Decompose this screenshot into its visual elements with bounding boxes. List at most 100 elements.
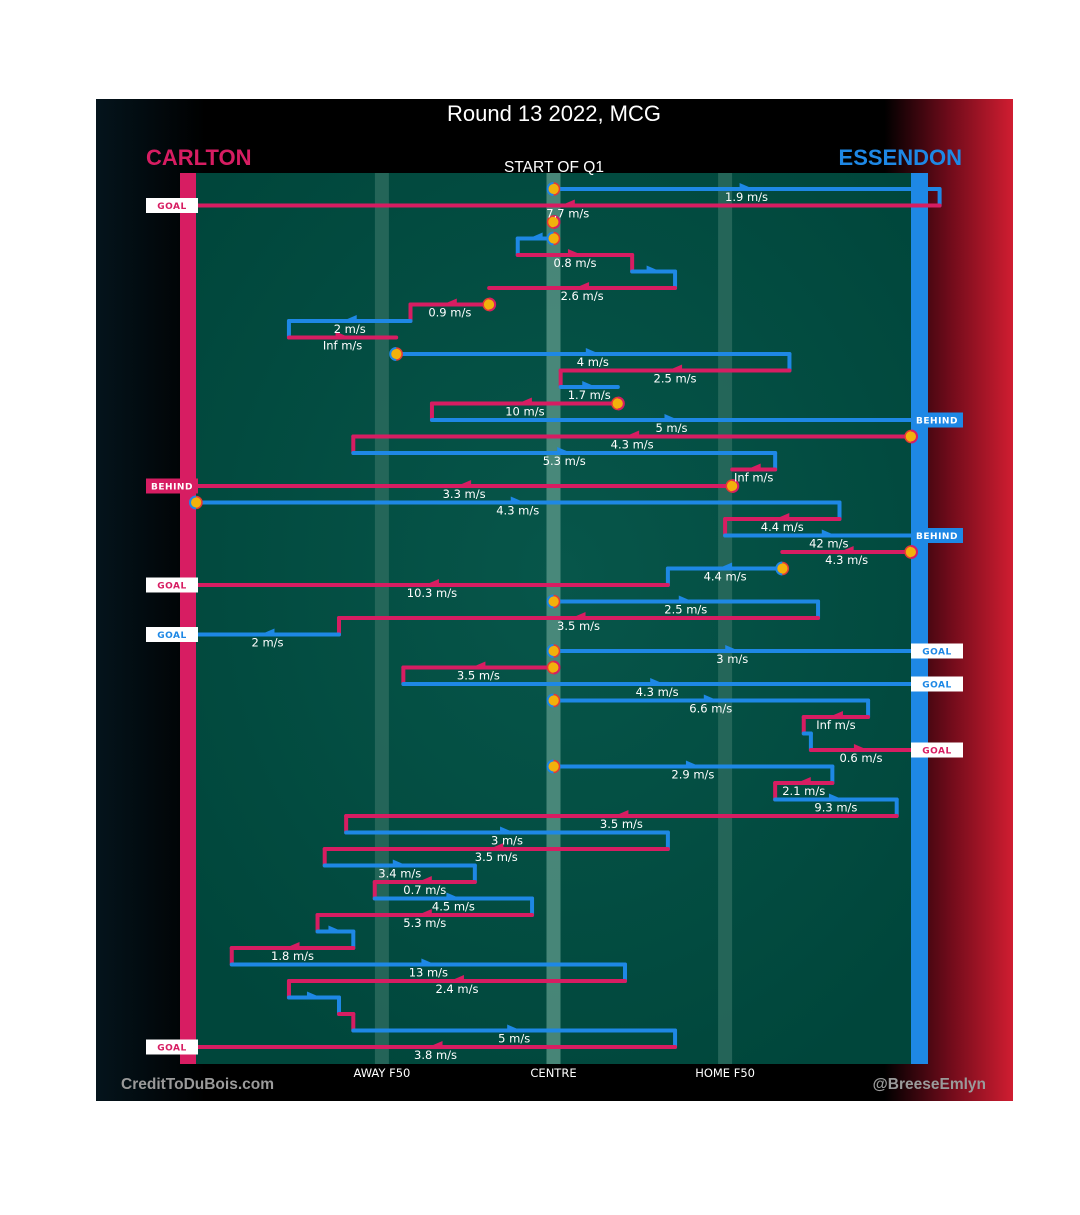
- ball-marker: [482, 297, 497, 312]
- speed-label: 5 m/s: [655, 421, 687, 435]
- speed-label: 2 m/s: [334, 322, 366, 336]
- chain-segment: [315, 909, 535, 917]
- speed-label: 4 m/s: [577, 355, 609, 369]
- ball-marker: [546, 693, 561, 708]
- speed-label: 2.5 m/s: [654, 372, 697, 386]
- ball-marker: [189, 495, 203, 510]
- chain-segment: [401, 661, 556, 670]
- chain-segment: [730, 463, 778, 472]
- chain-segment: [780, 546, 913, 554]
- svg-text:GOAL: GOAL: [922, 681, 952, 691]
- left-team-name: CARLTON: [146, 145, 252, 170]
- x-axis-label: AWAY F50: [353, 1066, 410, 1080]
- speed-label: 5.3 m/s: [543, 454, 586, 468]
- chain-segment: [773, 793, 899, 802]
- speed-label: 10.3 m/s: [407, 586, 457, 600]
- chain-segment: [372, 876, 477, 884]
- ball-marker: [904, 429, 918, 444]
- ball-marker: [546, 594, 561, 609]
- speed-label: 3.5 m/s: [475, 850, 518, 864]
- svg-text:GOAL: GOAL: [922, 648, 952, 658]
- chain-segment: [351, 1024, 678, 1033]
- speed-label: 4.3 m/s: [636, 685, 679, 699]
- outcome-badges: GOAL BEHIND BEHIND BEHIND GOAL GOAL GOAL GOAL GO…: [146, 198, 963, 1055]
- chain-segment: [286, 975, 627, 983]
- chain-segment: [322, 859, 477, 868]
- speed-label: 4.5 m/s: [432, 900, 475, 914]
- credit-right: @BreeseEmlyn: [873, 1076, 986, 1093]
- speed-label: 2 m/s: [251, 636, 283, 650]
- chain-segment: [322, 843, 670, 851]
- chain-segment: [194, 579, 670, 587]
- right-goal-bar: [911, 173, 928, 1064]
- chain-segment: [551, 183, 942, 191]
- chain-segment: [723, 513, 842, 521]
- outcome-badge: GOAL: [146, 198, 198, 213]
- speed-label: 1.7 m/s: [568, 388, 611, 402]
- outcome-badge: GOAL: [911, 742, 963, 758]
- speed-label: 3 m/s: [491, 834, 523, 848]
- credit-left: CreditToDuBois.com: [121, 1076, 274, 1093]
- chain-segment: [801, 711, 871, 719]
- chain-segment: [229, 958, 627, 967]
- speed-label: Inf m/s: [734, 471, 773, 485]
- speed-label: 3.8 m/s: [414, 1048, 457, 1062]
- x-axis-labels: AWAY F50 CENTRE HOME F50: [353, 1066, 755, 1080]
- chain-segment: [487, 282, 678, 290]
- outcome-badge: GOAL: [146, 577, 198, 593]
- chain-segment: [344, 810, 899, 818]
- svg-text:GOAL: GOAL: [157, 202, 187, 212]
- svg-text:BEHIND: BEHIND: [916, 532, 958, 542]
- chain-segment: [551, 694, 871, 703]
- speed-label: 6.6 m/s: [689, 702, 732, 716]
- ball-marker: [546, 759, 561, 774]
- ball-marker: [546, 660, 561, 675]
- speed-label: 2.6 m/s: [561, 289, 604, 303]
- speed-label: 0.8 m/s: [553, 256, 596, 270]
- speed-label: 3.5 m/s: [600, 817, 643, 831]
- speed-label: Inf m/s: [323, 339, 362, 353]
- ball-marker: [725, 479, 740, 493]
- speed-label: 4.3 m/s: [611, 438, 654, 452]
- speed-label: 2.1 m/s: [782, 784, 825, 798]
- chain-segment: [408, 298, 492, 307]
- chain-chart: GOAL BEHIND BEHIND BEHIND GOAL GOAL GOAL GOAL GO…: [121, 101, 986, 1093]
- speed-label: 3.3 m/s: [443, 487, 486, 501]
- ball-marker: [546, 644, 561, 658]
- ball-marker: [546, 231, 561, 246]
- chain-segment: [344, 826, 670, 835]
- ball-marker: [775, 561, 790, 576]
- outcome-badge: GOAL: [911, 643, 963, 659]
- outcome-badge: BEHIND: [911, 412, 963, 428]
- svg-text:GOAL: GOAL: [157, 631, 187, 641]
- speed-label: 3.5 m/s: [557, 619, 600, 633]
- svg-text:GOAL: GOAL: [157, 582, 187, 592]
- chain-segment: [558, 364, 792, 373]
- chart-title: Round 13 2022, MCG: [447, 101, 661, 126]
- outcome-badge: GOAL: [146, 1039, 198, 1055]
- right-team-name: ESSENDON: [839, 145, 962, 170]
- speed-label: 2.5 m/s: [664, 603, 707, 617]
- svg-text:BEHIND: BEHIND: [151, 483, 193, 493]
- chart-subtitle: START OF Q1: [504, 159, 604, 176]
- speed-label: 4.4 m/s: [761, 520, 804, 534]
- speed-labels: 1.9 m/s 7.7 m/s 0.8 m/s 2.6 m/s 0.9 m/s 2 m/s…: [251, 190, 882, 1062]
- speed-label: 5.3 m/s: [403, 916, 446, 930]
- chain-segment: [394, 348, 792, 356]
- speed-label: 42 m/s: [809, 537, 848, 551]
- svg-text:GOAL: GOAL: [922, 747, 952, 757]
- chain-segment: [630, 265, 678, 274]
- speed-label: 0.7 m/s: [403, 883, 446, 897]
- chain-segment: [723, 529, 935, 538]
- chain-segment: [551, 595, 821, 604]
- outcome-badge: BEHIND: [146, 478, 198, 494]
- chain-segment: [194, 199, 942, 208]
- speed-label: 4.4 m/s: [704, 570, 747, 584]
- chain-segment: [315, 925, 356, 934]
- speed-label: Inf m/s: [816, 718, 855, 732]
- chain-segment: [665, 562, 785, 571]
- svg-text:GOAL: GOAL: [157, 1044, 187, 1054]
- speed-label: 7.7 m/s: [546, 207, 589, 221]
- speed-label: 5 m/s: [498, 1032, 530, 1046]
- speed-label: 13 m/s: [409, 966, 448, 980]
